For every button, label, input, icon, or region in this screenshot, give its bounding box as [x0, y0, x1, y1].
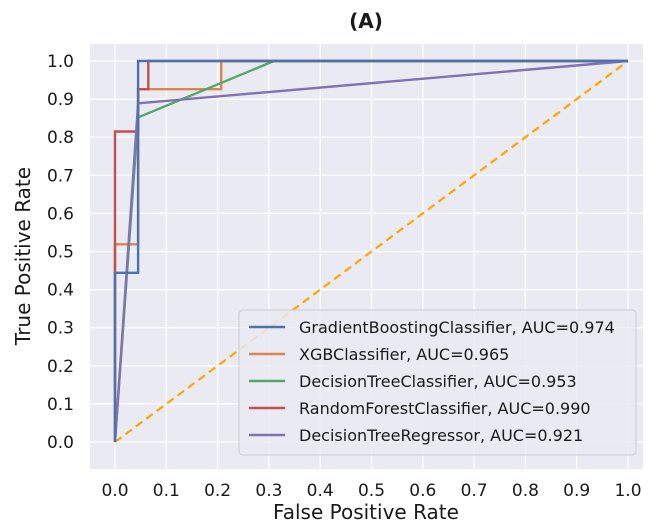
- x-tick-label: 0.1: [153, 481, 180, 501]
- x-tick-label: 1.0: [614, 481, 641, 501]
- legend-entry-label: DecisionTreeClassifier, AUC=0.953: [299, 372, 577, 391]
- chance-diagonal-line: [114, 60, 629, 443]
- y-tick-label: 0.9: [47, 90, 74, 110]
- x-tick-label: 0.9: [563, 481, 590, 501]
- y-tick-label: 0.1: [47, 395, 74, 415]
- x-tick-label: 0.5: [358, 481, 385, 501]
- x-tick-label: 0.0: [101, 481, 128, 501]
- y-tick-label: 0.5: [47, 243, 74, 263]
- y-tick-label: 0.0: [47, 433, 74, 453]
- y-tick-label: 0.4: [47, 281, 74, 301]
- x-axis-label: False Positive Rate: [273, 500, 459, 524]
- series-line-0: [113, 59, 628, 442]
- x-tick-label: 0.3: [255, 481, 282, 501]
- series-lines: [113, 59, 629, 443]
- legend-entry-label: DecisionTreeRegressor, AUC=0.921: [299, 426, 583, 445]
- x-tick-label: 0.8: [512, 481, 539, 501]
- y-tick-label: 0.7: [47, 166, 74, 186]
- y-tick-label: 0.8: [47, 128, 74, 148]
- y-tick-label: 0.6: [47, 204, 74, 224]
- tick-labels: 0.0 0.1 0.2 0.3 0.4 0.5 0.6 0.7 0.8 0.9 1.0 0.0 0.1 0…: [47, 52, 642, 501]
- legend-entry-label: XGBClassifier, AUC=0.965: [299, 345, 509, 364]
- y-tick-label: 0.3: [47, 319, 74, 339]
- legend: GradientBoostingClassifier, AUC=0.974 XGB…: [238, 309, 637, 456]
- y-axis-label: True Positive Rate: [11, 167, 35, 346]
- x-tick-label: 0.7: [461, 481, 488, 501]
- x-tick-label: 0.6: [409, 481, 436, 501]
- chart-title: (A): [349, 9, 383, 33]
- legend-entry-label: GradientBoostingClassifier, AUC=0.974: [299, 318, 615, 337]
- legend-entry-label: RandomForestClassifier, AUC=0.990: [299, 399, 591, 418]
- x-tick-label: 0.2: [204, 481, 231, 501]
- x-tick-label: 0.4: [307, 481, 334, 501]
- y-tick-label: 1.0: [47, 52, 74, 72]
- legend-box: [238, 309, 637, 456]
- y-tick-label: 0.2: [47, 357, 74, 377]
